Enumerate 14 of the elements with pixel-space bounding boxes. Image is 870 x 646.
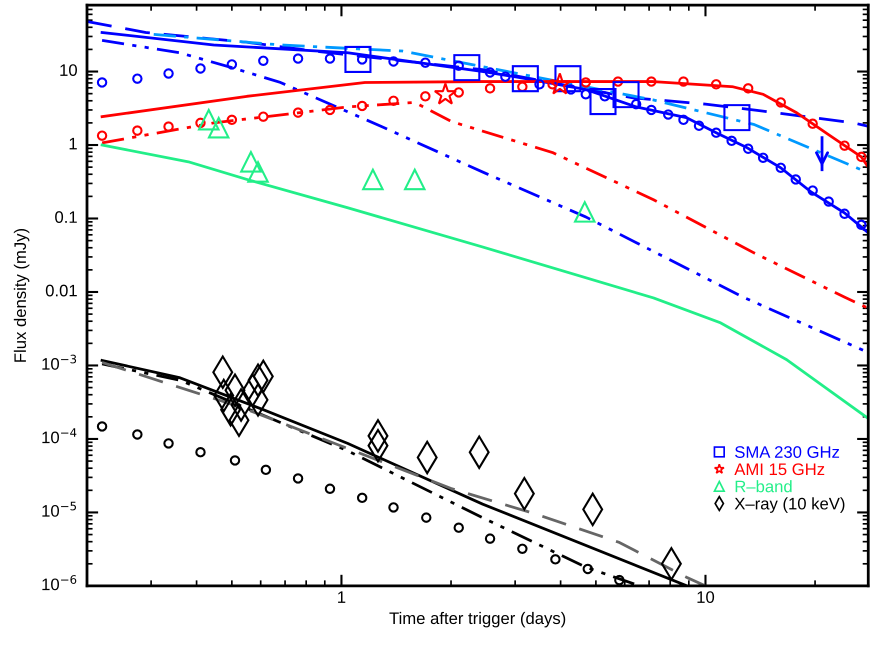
y-tick-label: 10$^{−3}$ — [42, 354, 76, 370]
y-tick-label: 0.01 — [46, 284, 77, 296]
y-tick-label: 0.1 — [55, 211, 77, 223]
y-tick-label: 10$^{−5}$ — [42, 502, 76, 517]
y-tick-label: 10 — [60, 64, 77, 76]
y-tick-label: 10$^{−4}$ — [42, 428, 76, 444]
legend-label: SMA 230 GHz — [735, 446, 840, 458]
x-axis-title: Time after trigger (days) — [389, 612, 566, 628]
y-tick-label: 1 — [70, 138, 77, 150]
legend-label: X–ray (10 keV) — [734, 497, 844, 513]
legend-label: AMI 15 GHz — [734, 463, 824, 476]
y-axis-title: Flux density (mJy) — [14, 228, 30, 362]
y-tick-label: 10$^{−6}$ — [42, 575, 76, 590]
legend-label: R–band — [736, 480, 792, 492]
